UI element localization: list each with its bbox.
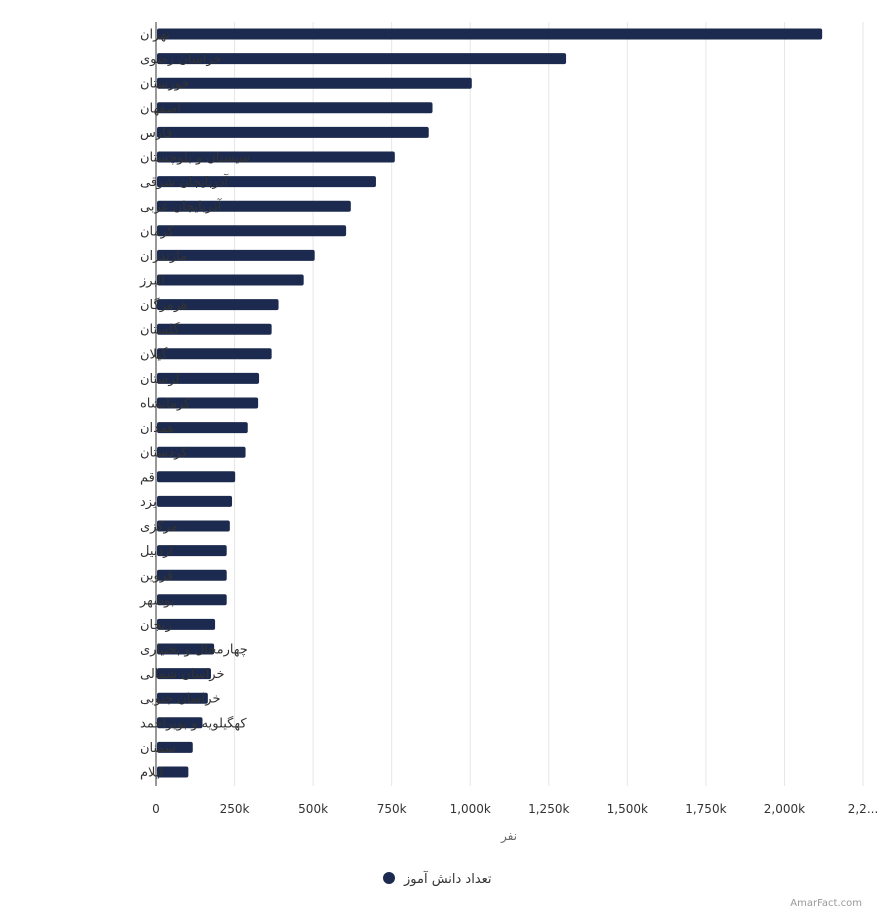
- x-tick-label: 1,000k: [450, 802, 491, 816]
- category-label: خراسان شمالی: [140, 667, 225, 682]
- category-label: لرستان: [140, 372, 179, 387]
- category-label: تهران: [140, 28, 170, 43]
- legend-marker: [383, 872, 395, 884]
- x-tick-label: 1,500k: [607, 802, 648, 816]
- bar[interactable]: [157, 102, 433, 114]
- category-label: هرمزگان: [140, 297, 188, 313]
- x-tick-labels: 0 250k 500k 750k 1,000k 1,250k 1,500k 1,750k 2,0…: [152, 802, 878, 816]
- x-tick-label: 1,250k: [528, 802, 569, 816]
- bar[interactable]: [157, 249, 315, 261]
- category-label: کهگیلویه و بویراحمد: [140, 715, 247, 731]
- bar[interactable]: [157, 446, 246, 458]
- bar[interactable]: [157, 717, 203, 729]
- bar[interactable]: [157, 176, 376, 188]
- bar[interactable]: [157, 422, 248, 434]
- bar[interactable]: [157, 200, 351, 212]
- x-tick-label: 2,000k: [764, 802, 805, 816]
- credit-text[interactable]: AmarFact.com: [790, 898, 862, 909]
- category-label: خراسان جنوبی: [140, 692, 220, 707]
- category-label: گلستان: [140, 322, 180, 338]
- bar[interactable]: [157, 520, 230, 532]
- legend[interactable]: تعداد دانش آموز: [383, 870, 492, 887]
- category-label: همدان: [140, 421, 174, 436]
- bar[interactable]: [157, 545, 227, 557]
- bar[interactable]: [157, 618, 216, 630]
- category-label: آذربایجان شرقی: [140, 173, 229, 190]
- category-label: سمنان: [140, 741, 176, 756]
- category-label: اردبیل: [140, 544, 173, 559]
- x-tick-label: 2,2...: [848, 802, 879, 816]
- x-tick-label: 0: [152, 802, 160, 816]
- x-tick-label: 250k: [220, 802, 250, 816]
- x-axis-title: نفر: [500, 829, 517, 844]
- category-label: ایلام: [140, 766, 163, 781]
- x-tick-label: 1,750k: [685, 802, 726, 816]
- bar[interactable]: [157, 274, 304, 286]
- bar[interactable]: [157, 397, 259, 409]
- category-label: یزد: [140, 495, 157, 510]
- category-label: قزوین: [140, 569, 173, 584]
- category-label: بوشهر: [139, 593, 174, 608]
- bar[interactable]: [157, 643, 215, 655]
- category-label: قم: [140, 470, 155, 485]
- bar[interactable]: [157, 53, 567, 65]
- bar[interactable]: [157, 471, 236, 483]
- category-label: البرز: [139, 274, 165, 289]
- category-label: چهارمحال و بختیاری: [140, 643, 248, 658]
- bar[interactable]: [157, 594, 227, 606]
- legend-label: تعداد دانش آموز: [403, 870, 492, 887]
- bars: [157, 28, 823, 778]
- bar[interactable]: [157, 225, 347, 237]
- x-tick-label: 500k: [298, 802, 328, 816]
- bar[interactable]: [157, 692, 208, 704]
- x-tick-label: 750k: [377, 802, 407, 816]
- bar[interactable]: [157, 323, 272, 335]
- bar[interactable]: [157, 126, 429, 138]
- bar[interactable]: [157, 741, 193, 753]
- bar[interactable]: [157, 348, 272, 360]
- category-label: مازندران: [140, 249, 187, 264]
- bar[interactable]: [157, 28, 823, 40]
- bar[interactable]: [157, 495, 233, 507]
- bar[interactable]: [157, 299, 279, 311]
- category-label: کرمانشاه: [140, 397, 191, 412]
- category-label: اصفهان: [140, 101, 181, 116]
- category-label: خراسان رضوی: [140, 52, 222, 67]
- bar[interactable]: [157, 766, 189, 778]
- category-label: آذربایجان غربی: [140, 198, 223, 215]
- bar[interactable]: [157, 569, 227, 581]
- bar[interactable]: [157, 77, 472, 89]
- category-label: گیلان: [140, 346, 168, 362]
- bar[interactable]: [157, 151, 395, 163]
- category-label: مرکزی: [140, 520, 178, 535]
- bar[interactable]: [157, 372, 260, 384]
- grid-lines: [234, 22, 864, 786]
- category-label: خوزستان: [140, 77, 189, 92]
- category-label: کردستان: [140, 446, 188, 461]
- category-label: کرمان: [140, 224, 175, 239]
- category-label: سیستان و بلوچستان: [140, 151, 250, 166]
- bar[interactable]: [157, 668, 211, 680]
